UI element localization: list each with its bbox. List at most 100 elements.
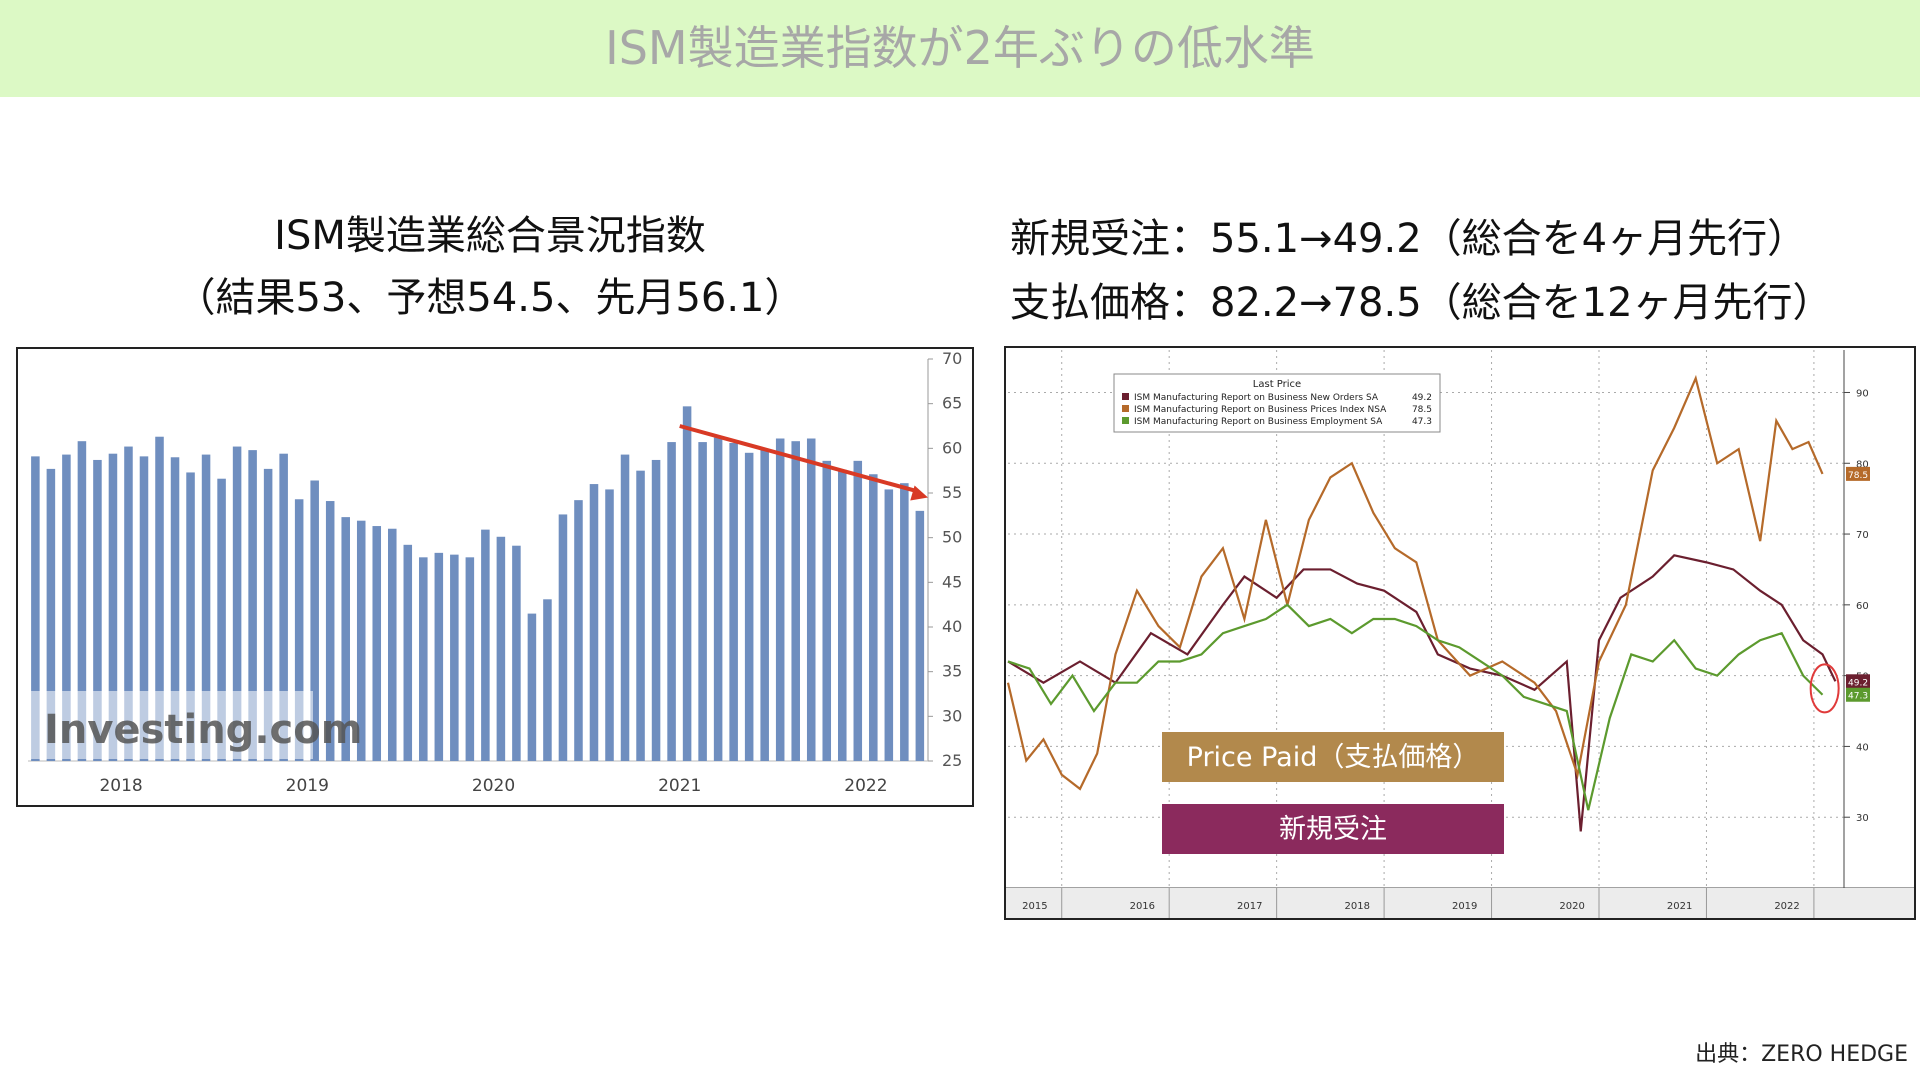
- last-value-tag: 47.3: [1846, 687, 1870, 702]
- ism-bar-chart: 70 65 60 55 50 45 40 35 30 25 2018 2019 2020 2021 202…: [16, 347, 974, 807]
- bar: [217, 478, 226, 761]
- bar: [713, 437, 723, 761]
- y-tick-label: 45: [942, 572, 962, 591]
- bar: [900, 483, 909, 761]
- bar: [294, 499, 304, 761]
- bar: [170, 457, 180, 761]
- bar: [527, 613, 537, 761]
- trend-arrow-head: [910, 485, 928, 501]
- last-value-tag: 78.5: [1846, 466, 1870, 481]
- bar: [31, 456, 40, 761]
- bar: [186, 472, 195, 761]
- bar: [93, 459, 102, 761]
- y-tick-label: 40: [942, 617, 962, 636]
- bar: [263, 468, 273, 761]
- last-value-tag-text: 47.3: [1848, 692, 1868, 702]
- x-axis-band: [1006, 888, 1914, 918]
- trend-arrow-line: [679, 424, 919, 494]
- y-tick-label: 60: [1856, 601, 1869, 612]
- x-tick-label: 2021: [658, 776, 701, 796]
- last-value-tag-text: 49.2: [1848, 678, 1868, 688]
- bar: [806, 438, 816, 761]
- bar: [822, 460, 832, 761]
- bar: [605, 489, 614, 761]
- price-paid-callout-label: Price Paid（支払価格）: [1187, 742, 1480, 773]
- bar: [419, 557, 428, 761]
- bar: [108, 453, 118, 761]
- left-heading-line2: （結果53、予想54.5、先月56.1）: [175, 275, 805, 321]
- y-tick-label: 30: [1856, 813, 1869, 824]
- last-value-tag: 49.2: [1846, 674, 1870, 689]
- bar: [248, 450, 257, 761]
- bar: [744, 452, 754, 761]
- bar: [667, 442, 676, 761]
- bar: [775, 438, 785, 761]
- bar: [62, 454, 71, 761]
- y-tick-label: 35: [942, 662, 962, 681]
- x-tick-label: 2019: [286, 776, 329, 796]
- last-value-tag-bg: [1846, 466, 1870, 481]
- y-tick-label: 90: [1856, 388, 1869, 399]
- y-tick-label: 55: [942, 483, 962, 502]
- bar: [139, 456, 149, 761]
- bar: [388, 528, 397, 761]
- left-chart-heading: ISM製造業総合景況指数 （結果53、予想54.5、先月56.1）: [150, 205, 830, 329]
- bar: [124, 446, 133, 761]
- bar: [853, 460, 863, 761]
- new-orders-callout-label: 新規受注: [1279, 814, 1387, 845]
- y-tick-label: 30: [942, 706, 962, 725]
- x-tick-label: 2020: [472, 776, 515, 796]
- bar: [77, 441, 87, 761]
- x-tick-label: 2016: [1130, 901, 1155, 912]
- left-heading-line1: ISM製造業総合景況指数: [274, 213, 706, 259]
- bar: [543, 599, 552, 761]
- legend-last-value: 49.2: [1412, 393, 1432, 403]
- x-tick-label: 2022: [844, 776, 887, 796]
- last-value-tag-text: 78.5: [1848, 471, 1868, 481]
- x-tick-label: 2019: [1452, 901, 1477, 912]
- legend-last-value: 47.3: [1412, 417, 1432, 427]
- x-tick-label: 2022: [1774, 901, 1799, 912]
- ism-components-line-chart-svg: 9080706050403020152016201720182019202020…: [1006, 350, 1914, 918]
- bar: [791, 441, 800, 761]
- x-tick-label: 2015: [1022, 901, 1047, 912]
- y-tick-label: 80: [1856, 459, 1869, 470]
- bar: [729, 442, 738, 761]
- bar: [434, 552, 444, 761]
- legend-box: [1113, 373, 1441, 433]
- bar: [356, 520, 366, 761]
- bar: [496, 536, 506, 761]
- bar: [46, 468, 56, 761]
- bar: [372, 526, 382, 761]
- x-tick-label: 2020: [1559, 901, 1584, 912]
- bar: [450, 554, 459, 761]
- ism-bar-chart-svg: 70 65 60 55 50 45 40 35 30 25 2018 2019 2020 2021 202…: [28, 349, 962, 796]
- investing-watermark: Investing.com: [44, 707, 362, 753]
- y-tick-label: 70: [942, 349, 962, 368]
- bar: [869, 474, 878, 761]
- bar: [325, 501, 335, 761]
- page-title: ISM製造業指数が2年ぶりの低水準: [605, 21, 1315, 75]
- bar: [589, 484, 599, 761]
- bar: [915, 510, 925, 761]
- price-paid-callout-box: [1162, 732, 1504, 782]
- x-tick-label: 2021: [1667, 901, 1692, 912]
- last-value-tag-bg: [1846, 687, 1870, 702]
- bar: [558, 514, 568, 761]
- bar: [201, 454, 211, 761]
- bar: [636, 470, 645, 761]
- y-tick-label: 60: [942, 438, 962, 457]
- bar: [698, 442, 707, 761]
- title-banner: [0, 0, 1920, 97]
- bar: [574, 500, 583, 761]
- legend-label: ISM Manufacturing Report on Business Emp…: [1134, 417, 1383, 427]
- right-heading-line2: 支払価格：82.2→78.5（総合を12ヶ月先行）: [1010, 280, 1833, 326]
- bar: [155, 436, 164, 761]
- right-chart-heading: 新規受注：55.1→49.2（総合を4ヶ月先行） 支払価格：82.2→78.5（…: [1010, 207, 1910, 335]
- source-credit: 出典：ZERO HEDGE: [1695, 1042, 1908, 1067]
- x-tick-label: 2018: [99, 776, 142, 796]
- legend-swatch: [1122, 393, 1129, 400]
- bar: [760, 449, 769, 761]
- y-tick-label: 65: [942, 394, 962, 413]
- legend-title: Last Price: [1253, 379, 1301, 390]
